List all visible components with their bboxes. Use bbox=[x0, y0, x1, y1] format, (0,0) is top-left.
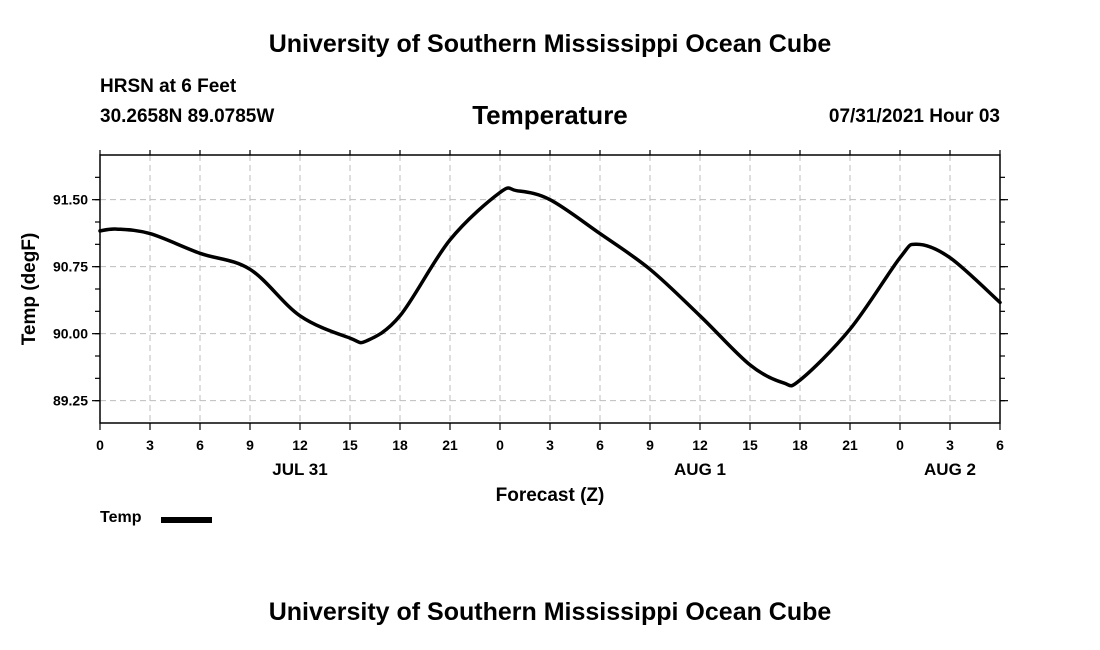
x-tick-label: 6 bbox=[196, 437, 204, 453]
x-tick-label: 0 bbox=[496, 437, 504, 453]
x-tick-label: 6 bbox=[996, 437, 1004, 453]
y-axis-title: Temp (degF) bbox=[19, 233, 40, 346]
x-tick-label: 12 bbox=[692, 437, 708, 453]
station-label: HRSN at 6 Feet bbox=[100, 76, 237, 97]
variable-title: Temperature bbox=[472, 100, 628, 130]
axis-labels: 0 3 6 9 12 15 18 21 0 3 6 9 12 15 18 21 0 3 6 89.25 90.00 90.… bbox=[19, 192, 1004, 506]
legend-line-swatch bbox=[161, 517, 212, 523]
x-tick-label: 18 bbox=[392, 437, 408, 453]
x-tick-label: 0 bbox=[96, 437, 104, 453]
legend-label: Temp bbox=[100, 509, 142, 526]
x-tick-label: 12 bbox=[292, 437, 308, 453]
x-tick-label: 3 bbox=[946, 437, 954, 453]
x-tick-label: 21 bbox=[842, 437, 858, 453]
date-label: AUG 1 bbox=[674, 460, 726, 479]
y-tick-label: 90.00 bbox=[53, 326, 88, 342]
x-tick-label: 15 bbox=[742, 437, 758, 453]
x-tick-label: 15 bbox=[342, 437, 358, 453]
series-layer bbox=[98, 186, 1002, 388]
coordinates-label: 30.2658N 89.0785W bbox=[100, 106, 275, 127]
x-tick-label: 18 bbox=[792, 437, 808, 453]
grid-lines bbox=[100, 155, 1000, 423]
y-tick-label: 89.25 bbox=[53, 393, 88, 409]
x-tick-label: 21 bbox=[442, 437, 458, 453]
y-tick-label: 90.75 bbox=[53, 259, 88, 275]
x-tick-label: 6 bbox=[596, 437, 604, 453]
x-tick-label: 3 bbox=[146, 437, 154, 453]
date-label: AUG 2 bbox=[924, 460, 976, 479]
series-line-temp bbox=[98, 186, 1002, 388]
x-axis-title: Forecast (Z) bbox=[496, 485, 605, 506]
x-tick-label: 3 bbox=[546, 437, 554, 453]
forecast-datetime: 07/31/2021 Hour 03 bbox=[828, 106, 1000, 127]
x-tick-label: 9 bbox=[246, 437, 254, 453]
x-tick-label: 0 bbox=[896, 437, 904, 453]
y-tick-label: 91.50 bbox=[53, 192, 88, 208]
axis-ticks bbox=[92, 150, 1008, 430]
chart-title-bottom: University of Southern Mississippi Ocean… bbox=[268, 598, 832, 626]
x-tick-label: 9 bbox=[646, 437, 654, 453]
chart-title-top: University of Southern Mississippi Ocean… bbox=[268, 30, 832, 58]
date-label: JUL 31 bbox=[272, 460, 327, 479]
